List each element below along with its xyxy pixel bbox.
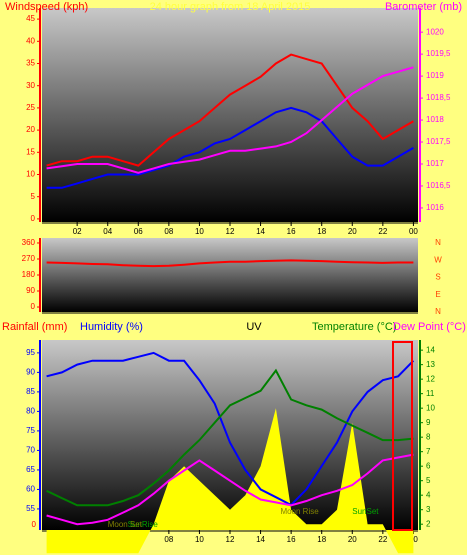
y2-tick-label: 9 (426, 418, 431, 427)
y2-tick-label: 1019 (426, 71, 444, 80)
y-tick-label: 15 (26, 147, 35, 156)
x-tick-label: 04 (103, 227, 112, 236)
y2-tick-label: 1019,5 (426, 49, 451, 58)
y-tick-label: 0 (31, 214, 36, 223)
x-tick-label: 12 (226, 227, 235, 236)
chart-title: 24 hour graph from 18 April 2015 (150, 1, 311, 13)
y-tick-label: 85 (26, 387, 35, 396)
y2-tick-label: 10 (426, 403, 435, 412)
x-tick-label: 06 (134, 227, 143, 236)
y-tick-label: 90 (26, 367, 35, 376)
uv-label: UV (246, 321, 262, 333)
y-tick-label: 75 (26, 426, 35, 435)
y2-axis-label: Barometer (mb) (385, 1, 462, 13)
plot-area (42, 238, 418, 312)
y2-tick-label: 1020 (426, 27, 444, 36)
y2-tick-label: 4 (426, 490, 431, 499)
x-tick-label: 16 (287, 535, 296, 544)
y-tick-label: 70 (26, 446, 35, 455)
y2-tick-label: 2 (426, 519, 431, 528)
x-tick-label: 20 (348, 535, 357, 544)
x-tick-label: 14 (256, 535, 265, 544)
y-tick-label: 65 (26, 465, 35, 474)
annotation: Moon Rise (280, 507, 319, 516)
y-tick-label: 0 (31, 302, 36, 311)
y2-tick-label: 7 (426, 447, 431, 456)
line (46, 66, 414, 174)
x-tick-label: 22 (378, 227, 387, 236)
x-tick-label: 08 (164, 227, 173, 236)
rainfall-tick-label: 0 (32, 520, 37, 529)
y2-tick-label: 14 (426, 345, 435, 354)
y2-tick-label: 1017,5 (426, 137, 451, 146)
y-axis-label: Rainfall (mm) (2, 321, 67, 333)
x-tick-label: 10 (195, 227, 204, 236)
y-tick-label: 270 (22, 254, 36, 263)
x-tick-label: 12 (226, 535, 235, 544)
direction-label: W (434, 255, 442, 264)
x-tick-label: 10 (195, 535, 204, 544)
x-tick-label: 14 (256, 227, 265, 236)
y-tick-label: 60 (26, 485, 35, 494)
y2-tick-label: 5 (426, 476, 431, 485)
y-tick-label: 360 (22, 238, 36, 247)
x-tick-label: 00 (409, 535, 418, 544)
x-tick-label: 16 (287, 227, 296, 236)
y2-tick-label: 1018,5 (426, 93, 451, 102)
y-tick-label: 35 (26, 59, 35, 68)
y2-tick-label: 1018 (426, 115, 444, 124)
x-tick-label: 18 (317, 535, 326, 544)
y-tick-label: 20 (26, 125, 35, 134)
y-tick-label: 55 (26, 504, 35, 513)
y-tick-label: 25 (26, 103, 35, 112)
y2-tick-label: 1017 (426, 159, 444, 168)
plot-area (42, 8, 418, 222)
x-tick-label: 02 (73, 227, 82, 236)
annotation: SunSet (352, 507, 379, 516)
x-tick-label: 00 (409, 227, 418, 236)
x-tick-label: 18 (317, 227, 326, 236)
x-tick-label: 20 (348, 227, 357, 236)
line (46, 368, 414, 507)
y2-axis-label: Temperature (°C) (312, 321, 396, 333)
y-tick-label: 5 (31, 192, 36, 201)
y2-tick-label: 12 (426, 374, 435, 383)
y-tick-label: 30 (26, 81, 35, 90)
area (46, 408, 414, 554)
line (46, 259, 414, 268)
y-tick-label: 10 (26, 170, 35, 179)
y2-tick-label: 1016,5 (426, 181, 451, 190)
y2-tick-label: 11 (426, 389, 435, 398)
annotation: SunRise (128, 520, 159, 529)
y2-tick-label: 8 (426, 432, 431, 441)
y-axis-label: Windspeed (kph) (5, 1, 88, 13)
y-axis-label: Humidity (%) (80, 321, 143, 333)
y2-tick-label: 3 (426, 505, 431, 514)
y-tick-label: 180 (22, 270, 36, 279)
x-tick-label: 08 (164, 535, 173, 544)
y2-tick-label: 13 (426, 360, 435, 369)
direction-label: E (435, 290, 440, 299)
y2-tick-label: 1016 (426, 203, 444, 212)
y-tick-label: 90 (26, 286, 35, 295)
line (46, 453, 414, 526)
direction-label: S (435, 273, 440, 282)
y2-axis-label: Dew Point (°C) (393, 321, 466, 333)
direction-label: N (435, 307, 441, 316)
line (46, 106, 414, 189)
y2-tick-label: 6 (426, 461, 431, 470)
x-tick-label: 22 (378, 535, 387, 544)
line (46, 351, 415, 507)
annotation: Moon Set (108, 520, 143, 529)
y-tick-label: 80 (26, 407, 35, 416)
line (46, 53, 414, 167)
direction-label: N (435, 238, 441, 247)
current-marker (392, 341, 413, 531)
y-tick-label: 40 (26, 36, 35, 45)
y-tick-label: 95 (26, 348, 35, 357)
y-tick-label: 45 (26, 14, 35, 23)
